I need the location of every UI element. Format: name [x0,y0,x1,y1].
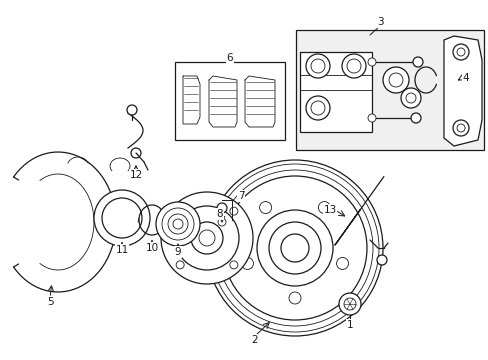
Circle shape [206,160,382,336]
Circle shape [367,58,375,66]
Circle shape [176,207,184,215]
Circle shape [168,214,187,234]
Text: 6: 6 [226,53,233,63]
Text: 3: 3 [376,17,383,27]
Circle shape [310,101,325,115]
Text: 1: 1 [346,320,353,330]
Circle shape [382,67,408,93]
Circle shape [268,222,320,274]
Bar [299,52,371,132]
Text: 7: 7 [238,191,244,201]
Bar [295,30,483,150]
Circle shape [341,54,365,78]
Circle shape [281,234,308,262]
Circle shape [410,113,420,123]
Circle shape [241,257,253,269]
Circle shape [131,148,141,158]
Text: 5: 5 [46,297,53,307]
Circle shape [452,44,468,60]
Circle shape [217,203,226,213]
Circle shape [412,57,422,67]
Circle shape [156,202,200,246]
Circle shape [305,54,329,78]
Circle shape [127,105,137,115]
Text: 2: 2 [251,335,258,345]
Circle shape [376,255,386,265]
Circle shape [173,219,183,229]
Circle shape [388,73,402,87]
Circle shape [223,176,366,320]
Circle shape [456,124,464,132]
Bar [175,62,285,140]
Circle shape [346,59,360,73]
Text: 4: 4 [462,73,468,83]
Circle shape [405,93,415,103]
Circle shape [338,293,360,315]
Circle shape [257,210,332,286]
Polygon shape [443,36,481,146]
Circle shape [318,202,330,213]
Text: 12: 12 [129,170,142,180]
Circle shape [310,59,325,73]
Circle shape [176,261,184,269]
Circle shape [161,192,252,284]
Text: 11: 11 [115,245,128,255]
Text: 9: 9 [174,247,181,257]
Circle shape [199,230,215,246]
Text: 8: 8 [216,209,223,219]
Circle shape [229,207,237,215]
Circle shape [343,298,355,310]
Text: 10: 10 [145,243,158,253]
Circle shape [94,190,150,246]
Circle shape [218,218,225,226]
Circle shape [305,96,329,120]
Text: 13: 13 [323,205,336,215]
Circle shape [456,48,464,56]
Circle shape [288,292,301,304]
Circle shape [175,206,239,270]
Circle shape [367,114,375,122]
Circle shape [102,198,142,238]
Circle shape [162,208,194,240]
Circle shape [400,88,420,108]
Circle shape [259,202,271,213]
Circle shape [452,120,468,136]
Circle shape [229,261,237,269]
Circle shape [191,222,223,254]
Circle shape [336,257,348,269]
